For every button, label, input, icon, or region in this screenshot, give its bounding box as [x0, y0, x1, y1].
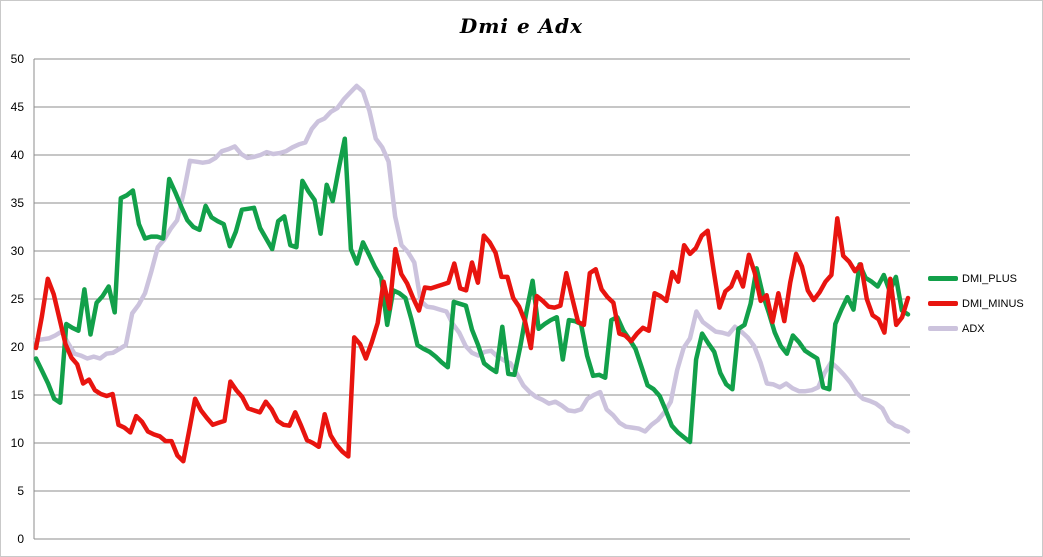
y-axis-ticks: 0 5 10 15 20 25 30 35 40 45 50 — [11, 52, 25, 546]
legend-swatch-adx — [928, 326, 958, 331]
legend-item-dmi-plus[interactable]: DMI_PLUS — [928, 266, 1024, 291]
legend-label-dmi-minus: DMI_MINUS — [962, 297, 1024, 310]
series-line-adx — [33, 83, 911, 434]
y-tick-label: 50 — [11, 52, 25, 66]
legend-swatch-dmi-plus — [928, 276, 958, 281]
y-tick-label: 45 — [11, 100, 25, 114]
y-tick-label: 20 — [11, 340, 25, 354]
y-tick-label: 5 — [17, 484, 24, 498]
y-tick-label: 25 — [11, 292, 25, 306]
y-tick-label: 35 — [11, 196, 25, 210]
y-tick-label: 0 — [17, 532, 24, 546]
y-tick-label: 30 — [11, 244, 25, 258]
y-tick-label: 15 — [11, 388, 25, 402]
series-line-dmi-plus — [33, 136, 911, 445]
chart-title: Dmi e Adx — [459, 14, 584, 38]
legend: DMI_PLUS DMI_MINUS ADX — [928, 266, 1024, 341]
y-tick-label: 40 — [11, 148, 25, 162]
gridlines — [33, 58, 910, 540]
legend-label-adx: ADX — [962, 322, 985, 335]
series-line-dmi-minus — [33, 216, 911, 464]
legend-item-adx[interactable]: ADX — [928, 316, 1024, 341]
series-lines — [33, 83, 911, 464]
legend-label-dmi-plus: DMI_PLUS — [962, 272, 1018, 285]
y-tick-label: 10 — [11, 436, 25, 450]
legend-swatch-dmi-minus — [928, 301, 958, 306]
legend-item-dmi-minus[interactable]: DMI_MINUS — [928, 291, 1024, 316]
